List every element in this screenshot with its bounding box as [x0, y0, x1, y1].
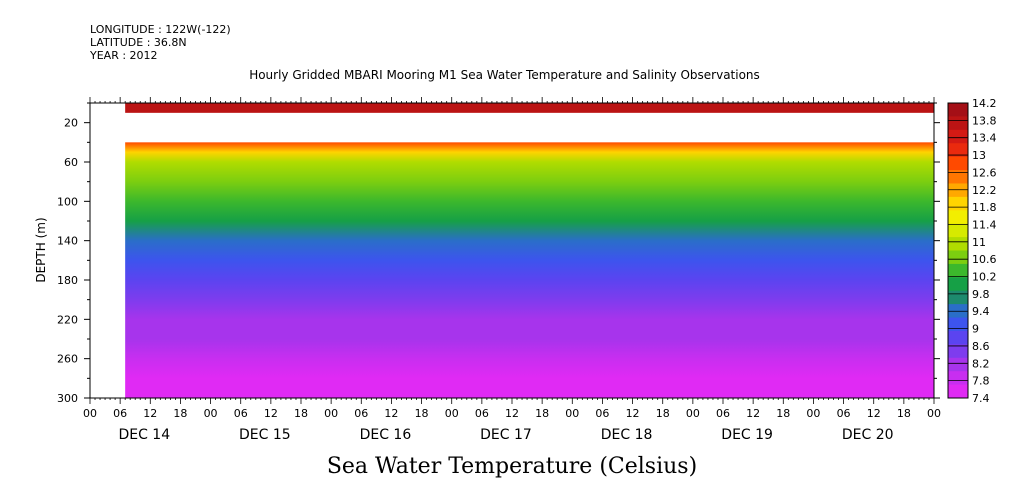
- x-hour-label: 06: [595, 407, 609, 420]
- x-hour-label: 12: [626, 407, 640, 420]
- y-tick-label: 60: [64, 156, 78, 169]
- colorbar-level-label: 8.2: [972, 357, 990, 370]
- colorbar-swatch: [948, 290, 968, 305]
- y-tick-label: 100: [57, 195, 78, 208]
- y-tick-label: 140: [57, 235, 78, 248]
- colorbar-swatch: [948, 103, 968, 117]
- x-hour-label: 00: [204, 407, 218, 420]
- x-hour-label: 00: [686, 407, 700, 420]
- x-day-label: DEC 19: [721, 427, 773, 443]
- x-day-label: DEC 20: [842, 427, 894, 443]
- x-hour-label: 06: [113, 407, 127, 420]
- x-day-label: DEC 14: [118, 427, 170, 443]
- y-tick-label: 180: [57, 274, 78, 287]
- colorbar-swatch: [948, 116, 968, 131]
- x-hour-label: 18: [173, 407, 187, 420]
- x-hour-label: 00: [927, 407, 941, 420]
- x-hour-label: 12: [264, 407, 278, 420]
- x-hour-label: 12: [384, 407, 398, 420]
- colorbar-level-label: 11.4: [972, 218, 997, 231]
- colorbar-level-label: 10.2: [972, 271, 997, 284]
- x-hour-label: 18: [415, 407, 429, 420]
- x-hour-label: 06: [716, 407, 730, 420]
- colorbar-level-label: 14.2: [972, 97, 997, 110]
- colorbar-swatch: [948, 143, 968, 158]
- colorbar-swatch: [948, 317, 968, 332]
- x-hour-label: 00: [565, 407, 579, 420]
- colorbar-swatch: [948, 223, 968, 238]
- colorbar-level-label: 13.8: [972, 114, 997, 127]
- colorbar-swatch: [948, 344, 968, 359]
- colorbar-swatch: [948, 384, 968, 399]
- y-tick-label: 260: [57, 353, 78, 366]
- x-day-label: DEC 18: [601, 427, 653, 443]
- y-tick-label: 220: [57, 313, 78, 326]
- colorbar-swatch: [948, 263, 968, 278]
- x-hour-label: 00: [83, 407, 97, 420]
- colorbar-level-label: 7.4: [972, 392, 990, 405]
- colorbar-level-label: 9: [972, 323, 979, 336]
- chart-title: Hourly Gridded MBARI Mooring M1 Sea Wate…: [249, 68, 760, 82]
- x-hour-label: 18: [535, 407, 549, 420]
- x-hour-label: 18: [294, 407, 308, 420]
- colorbar-level-label: 11.8: [972, 201, 997, 214]
- colorbar-level-label: 12.6: [972, 166, 997, 179]
- temperature-field: [125, 142, 934, 398]
- colorbar-level-label: 11: [972, 236, 986, 249]
- colorbar-level-label: 13.4: [972, 132, 997, 145]
- x-hour-label: 18: [656, 407, 670, 420]
- latitude-label: LATITUDE : 36.8N: [90, 36, 187, 49]
- colorbar-swatch: [948, 170, 968, 184]
- surface-temperature-band: [125, 103, 934, 113]
- colorbar-level-label: 12.2: [972, 184, 997, 197]
- colorbar-swatch: [948, 330, 968, 345]
- colorbar-swatch: [948, 237, 968, 251]
- colorbar-swatch: [948, 196, 968, 211]
- y-axis-label: DEPTH (m): [34, 217, 48, 282]
- colorbar-level-label: 9.8: [972, 288, 990, 301]
- x-hour-label: 06: [354, 407, 368, 420]
- colorbar-swatch: [948, 371, 968, 386]
- x-day-label: DEC 15: [239, 427, 291, 443]
- x-hour-label: 00: [324, 407, 338, 420]
- colorbar-variable-title: Sea Water Temperature (Celsius): [326, 454, 698, 479]
- x-day-label: DEC 16: [360, 427, 412, 443]
- colorbar-swatch: [948, 129, 968, 144]
- x-hour-label: 12: [505, 407, 519, 420]
- colorbar-level-label: 7.8: [972, 375, 990, 388]
- colorbar-level-label: 9.4: [972, 305, 990, 318]
- x-hour-label: 06: [475, 407, 489, 420]
- colorbar-swatch: [948, 250, 968, 265]
- x-hour-label: 06: [234, 407, 248, 420]
- colorbar-swatch: [948, 210, 968, 225]
- x-hour-label: 12: [746, 407, 760, 420]
- longitude-label: LONGITUDE : 122W(-122): [90, 23, 231, 36]
- x-hour-label: 18: [776, 407, 790, 420]
- colorbar-swatch: [948, 183, 968, 198]
- colorbar-swatch: [948, 357, 968, 372]
- x-hour-label: 18: [897, 407, 911, 420]
- x-hour-label: 12: [867, 407, 881, 420]
- colorbar-level-label: 8.6: [972, 340, 990, 353]
- colorbar-level-label: 10.6: [972, 253, 997, 266]
- y-tick-label: 20: [64, 117, 78, 130]
- x-hour-label: 00: [445, 407, 459, 420]
- year-label: YEAR : 2012: [90, 49, 158, 62]
- x-hour-label: 12: [143, 407, 157, 420]
- colorbar-swatch: [948, 277, 968, 292]
- x-day-label: DEC 17: [480, 427, 532, 443]
- colorbar-swatch: [948, 156, 968, 171]
- x-hour-label: 06: [837, 407, 851, 420]
- y-tick-label: 300: [57, 392, 78, 405]
- colorbar-level-label: 13: [972, 149, 986, 162]
- x-hour-label: 00: [806, 407, 820, 420]
